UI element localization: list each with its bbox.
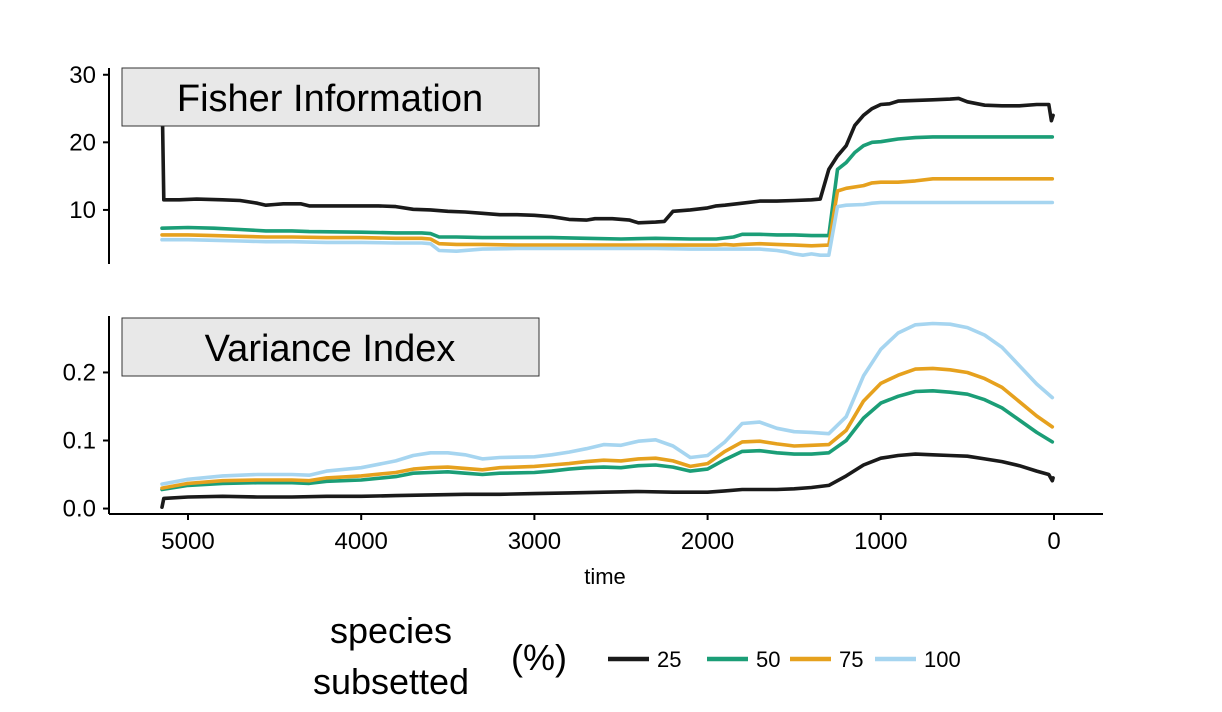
legend-title-line2: subsetted (313, 661, 469, 702)
variance-line-series-25 (160, 452, 1055, 509)
legend-title-unit: (%) (511, 637, 567, 678)
fisher-y-tick-label: 30 (69, 62, 96, 89)
legend: species subsetted (%) 25 50 75 100 (313, 610, 961, 702)
fisher-line-series-25 (160, 86, 1055, 225)
legend-label-series-50: 50 (756, 647, 780, 672)
variance-strip-box (121, 317, 540, 377)
fisher-line-series-75 (160, 177, 1055, 248)
variance-y-tick-label: 0.0 (63, 496, 96, 523)
x-tick-label: 4000 (335, 528, 388, 555)
fisher-series-lines (160, 86, 1055, 257)
panel-fisher-information: 10 20 30 Fisher Information (69, 62, 1055, 264)
x-ticks: 5000 4000 3000 2000 1000 0 (161, 514, 1061, 555)
x-tick-label: 2000 (681, 528, 734, 555)
legend-items: 25 50 75 100 (608, 647, 961, 672)
variance-line-series-100 (160, 321, 1055, 486)
x-tick-label: 0 (1047, 528, 1060, 555)
fisher-y-ticks: 10 20 30 (69, 62, 109, 224)
legend-label-series-25: 25 (657, 647, 681, 672)
variance-y-ticks: 0.0 0.1 0.2 (63, 359, 109, 523)
x-tick-label: 5000 (161, 528, 214, 555)
x-tick-label: 3000 (508, 528, 561, 555)
variance-line-series-75 (160, 366, 1055, 490)
fisher-line-series-100 (160, 200, 1055, 257)
variance-strip-label: Variance Index (205, 328, 456, 370)
variance-line-series-50 (160, 389, 1055, 492)
legend-label-series-75: 75 (839, 647, 863, 672)
variance-series-lines (160, 321, 1055, 509)
variance-y-tick-label: 0.2 (63, 359, 96, 386)
legend-title-line1: species (330, 610, 452, 651)
x-tick-label: 1000 (854, 528, 907, 555)
fisher-y-tick-label: 20 (69, 129, 96, 156)
fisher-y-tick-label: 10 (69, 197, 96, 224)
fisher-strip-box (121, 67, 540, 127)
x-axis-title: time (584, 564, 626, 589)
variance-y-tick-label: 0.1 (63, 428, 96, 455)
fisher-line-series-50 (160, 135, 1055, 241)
legend-label-series-100: 100 (924, 647, 961, 672)
fisher-strip-label: Fisher Information (177, 78, 483, 120)
panel-variance-index: 0.0 0.1 0.2 5000 4000 3000 2000 1000 0 Variance… (63, 316, 1103, 555)
